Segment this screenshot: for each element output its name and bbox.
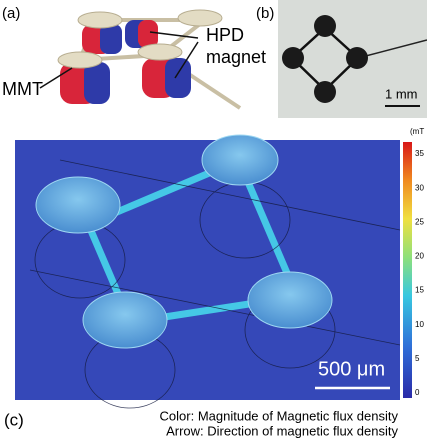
colorbar-tick-label: 30 [415, 183, 424, 192]
hpd-label: magnet [206, 47, 266, 67]
colorbar-tick-label: 0 [415, 388, 420, 397]
colorbar-tick-label: 25 [415, 217, 424, 226]
colorbar-tick-label: 35 [415, 149, 424, 158]
panel-label: (b) [256, 5, 274, 22]
hpd-label: HPD [206, 25, 244, 45]
colorbar-unit: (mT [410, 127, 424, 136]
scale-bar-label: 500 μm [318, 358, 385, 380]
mmt-label: MMT [2, 79, 43, 99]
colorbar-ticks: 35 30 25 20 15 10 5 0 [415, 149, 424, 397]
scale-bar-label: 1 mm [385, 86, 418, 101]
panel-label: (a) [2, 5, 20, 22]
colorbar-tick-label: 15 [415, 286, 424, 295]
caption: Color: Magnitude of Magnetic flux densit… [160, 408, 399, 423]
panel-a: (a) HPD magnet MMT [2, 5, 266, 108]
colorbar-tick-label: 20 [415, 252, 424, 261]
colorbar-tick-label: 5 [415, 354, 420, 363]
panel-label: (c) [4, 410, 24, 429]
panel-c: (mT 35 30 25 20 15 10 5 0 500 μm (c) Color: Mag… [4, 127, 424, 438]
panel-b: (b) 1 mm [256, 0, 427, 118]
figure: (a) HPD magnet MMT (b) [0, 0, 427, 440]
colorbar-tick-label: 10 [415, 320, 424, 329]
caption: Arrow: Direction of magnetic flux densit… [166, 423, 398, 438]
